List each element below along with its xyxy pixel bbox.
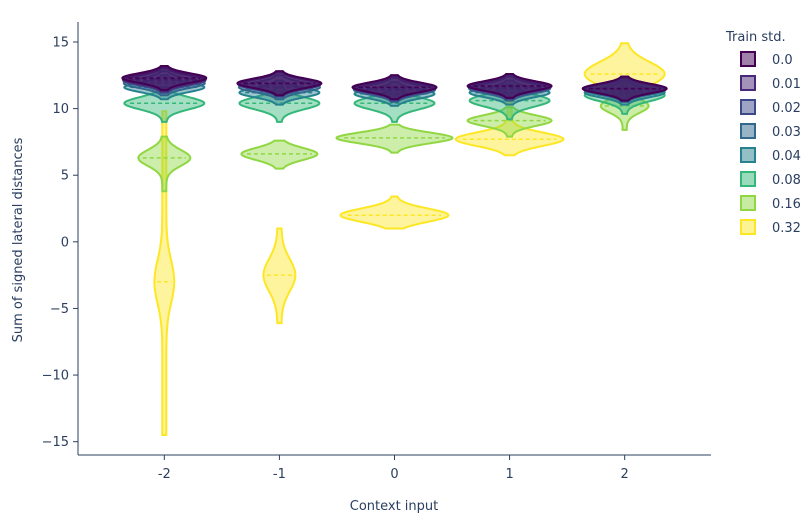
legend-swatch [740, 99, 756, 115]
plot-area [121, 42, 668, 436]
violin-0-03--2 [122, 70, 206, 97]
legend-item-0-16[interactable]: 0.16 [740, 195, 801, 212]
x-tick-label: -2 [158, 467, 171, 482]
legend-item-0-0[interactable]: 0.0 [740, 51, 793, 68]
axes: −15 −10 −5 0 5 10 15 -2 -1 0 1 2 [42, 22, 711, 482]
x-axis-title: Context input [350, 499, 439, 514]
x-tick-label: -1 [273, 467, 286, 482]
legend-swatch [740, 195, 756, 211]
legend: Train std. 0.0 0.01 0.02 0.03 0.04 0.08 0.16 0.… [725, 30, 801, 236]
legend-item-0-32[interactable]: 0.32 [740, 219, 801, 236]
x-tick-label: 2 [621, 467, 629, 482]
violin-0-03--1 [237, 74, 322, 101]
y-tick-label: −15 [42, 435, 69, 450]
legend-label: 0.03 [772, 125, 801, 140]
y-tick-label: −5 [50, 302, 69, 317]
x-tick-label: 0 [390, 467, 398, 482]
legend-label: 0.32 [772, 221, 801, 236]
legend-label: 0.08 [772, 173, 801, 188]
violin-0-32-0 [339, 195, 450, 230]
legend-swatch [740, 219, 756, 235]
legend-item-0-01[interactable]: 0.01 [740, 75, 801, 92]
y-tick-label: −10 [42, 369, 69, 384]
legend-swatch [740, 147, 756, 163]
violin-0-04--2 [123, 74, 206, 101]
violin-0-04-2 [583, 79, 666, 106]
legend-swatch [740, 171, 756, 187]
y-tick-label: 15 [52, 35, 69, 50]
legend-label: 0.0 [772, 53, 793, 68]
y-axis-title: Sum of signed lateral distances [11, 137, 26, 342]
legend-title: Train std. [725, 30, 786, 45]
y-tick-label: 0 [61, 235, 69, 250]
violin-0-16--1 [240, 139, 319, 170]
violin-0-16-1 [466, 106, 553, 138]
violin-0-04--1 [238, 79, 321, 106]
legend-item-0-08[interactable]: 0.08 [740, 171, 801, 188]
violin-0-16--2 [137, 135, 192, 193]
legend-swatch [740, 123, 756, 139]
legend-swatch [740, 51, 756, 67]
legend-label: 0.16 [772, 197, 801, 212]
legend-item-0-03[interactable]: 0.03 [740, 123, 801, 140]
violin-0-32--2 [153, 110, 176, 436]
legend-label: 0.01 [772, 77, 801, 92]
x-tick-label: 1 [505, 467, 513, 482]
y-tick-label: 5 [61, 169, 69, 184]
violin-0-04-0 [353, 81, 436, 107]
legend-item-0-04[interactable]: 0.04 [740, 147, 801, 164]
violin-0-32--1 [262, 227, 297, 325]
legend-label: 0.04 [772, 149, 801, 164]
series-0-0 [121, 65, 668, 102]
legend-label: 0.02 [772, 101, 801, 116]
legend-swatch [740, 75, 756, 91]
violin-0-04-1 [468, 79, 551, 106]
legend-item-0-02[interactable]: 0.02 [740, 99, 801, 116]
violin-0-08-1 [468, 83, 551, 121]
series-0-16 [137, 78, 650, 193]
y-tick-label: 10 [52, 102, 69, 117]
